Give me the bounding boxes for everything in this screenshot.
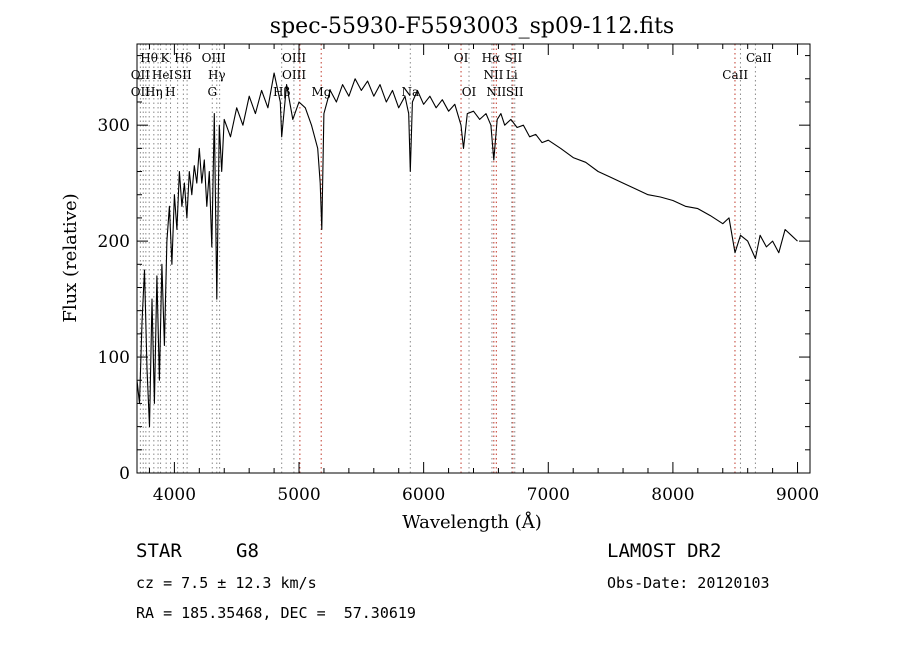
line-label-17: CaII [722, 68, 748, 82]
axes: 4000 5000 6000 7000 8000 9000 0 100 200 300 [98, 44, 819, 505]
line-label-0: Hθ [140, 51, 158, 65]
line-label-18: OII [131, 85, 151, 99]
line-label-26: NII [486, 85, 506, 99]
survey-name: LAMOST DR2 [607, 540, 722, 562]
x-tick-label-9000: 9000 [776, 485, 819, 505]
line-label-10: He [152, 68, 170, 82]
line-label-20: H [165, 85, 175, 99]
line-label-9: OII [131, 68, 151, 82]
spectrum-line-0 [136, 72, 798, 428]
y-tick-label-100: 100 [98, 348, 130, 368]
observation-date: Obs-Date: 20120103 [607, 574, 770, 592]
y-tick-label-300: 300 [98, 116, 130, 136]
y-tick-label-0: 0 [119, 464, 130, 484]
x-axis-label: Wavelength (Å) [402, 511, 542, 533]
line-label-8: CaII [746, 51, 772, 65]
spectral-line-markers [139, 44, 756, 473]
y-tick-label-200: 200 [98, 232, 130, 252]
line-label-22: Hβ [273, 85, 290, 99]
line-label-27: SII [506, 85, 524, 99]
object-class: STAR [136, 540, 182, 562]
line-label-6: Hα [482, 51, 501, 65]
line-label-2: Hδ [174, 51, 192, 65]
plot-frame [136, 43, 811, 474]
y-axis-label: Flux (relative) [60, 193, 81, 322]
x-tick-label-7000: 7000 [527, 485, 570, 505]
line-label-11: I [169, 68, 174, 82]
line-label-15: NII [483, 68, 503, 82]
line-label-7: SII [505, 51, 523, 65]
line-label-13: Hγ [208, 68, 226, 82]
x-tick-label-8000: 8000 [651, 485, 694, 505]
line-label-21: G [207, 85, 217, 99]
line-label-16: Li [506, 68, 518, 82]
line-label-24: Na [401, 85, 419, 99]
chart-title: spec-55930-F5593003_sp09-112.fits [270, 14, 674, 39]
line-label-3: OIII [202, 51, 226, 65]
line-label-4: OIII [282, 51, 306, 65]
x-tick-label-5000: 5000 [277, 485, 320, 505]
line-label-23: Mg [311, 85, 331, 99]
spectrum-series [136, 72, 798, 428]
line-label-19: Hη [145, 85, 163, 99]
object-subclass: G8 [236, 540, 259, 562]
redshift-cz: cz = 7.5 ± 12.3 km/s [136, 574, 317, 592]
line-label-14: OIII [282, 68, 306, 82]
line-label-5: OI [454, 51, 469, 65]
line-label-12: SII [174, 68, 192, 82]
line-label-1: K [161, 51, 171, 65]
x-tick-label-6000: 6000 [402, 485, 445, 505]
coordinates: RA = 185.35468, DEC = 57.30619 [136, 604, 416, 622]
x-tick-label-4000: 4000 [153, 485, 196, 505]
line-label-25: OI [462, 85, 477, 99]
